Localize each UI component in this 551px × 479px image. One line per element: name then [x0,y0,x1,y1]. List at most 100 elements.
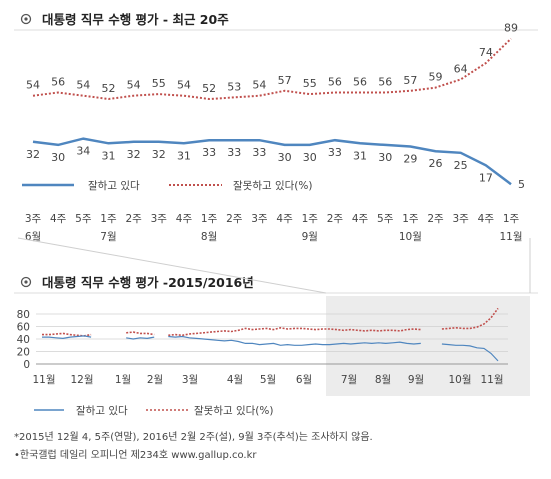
chart2-disapprove-line [168,326,421,337]
chart1-disapprove-data-label: 54 [26,79,40,92]
chart1-x-tick-week: 5주 [75,213,92,225]
chart1-disapprove-data-label: 55 [152,77,166,90]
chart1-approve-data-label: 33 [227,146,241,159]
chart2-y-tick-label: 60 [17,322,30,334]
chart1-approve-data-label: 17 [479,171,493,184]
chart1-disapprove-data-label: 53 [227,80,241,93]
footnote-source: •한국갤럽 데일리 오피니언 제234호 www.gallup.co.kr [14,449,257,461]
chart1-disapprove-data-label: 59 [429,71,443,84]
chart1-bullet-dot [24,17,28,21]
chart1-x-tick-week: 1주 [201,213,218,225]
chart1-disapprove-data-label: 54 [76,79,90,92]
chart1-approve-data-label: 33 [328,146,342,159]
chart1-x-tick-month: 7월 [100,231,116,243]
chart2-approve-line [126,336,155,340]
chart1-approve-data-label: 31 [177,149,191,162]
chart2-title: 대통령 직무 수행 평가 -2015/2016년 [42,275,254,290]
chart1-disapprove-data-label: 74 [479,46,493,59]
chart2-x-tick-month: 6월 [296,374,312,386]
chart2-bullet-icon [20,276,32,288]
chart1-x-tick-week: 1주 [503,213,520,225]
chart1-approve-data-label: 29 [403,152,417,165]
chart2-y-tick-label: 20 [17,347,30,359]
chart1-x-tick-week: 2주 [327,213,344,225]
chart1-x-tick-month: 10월 [399,231,422,243]
chart2-x-tick-month: 8월 [375,374,391,386]
chart2-y-tick-label: 80 [17,309,30,321]
chart1-approve-data-label: 31 [353,149,367,162]
footnote-survey-gaps: *2015년 12월 4, 5주(연말), 2016년 2월 2주(설), 9월… [14,430,373,443]
chart2-x-tick-month: 7월 [341,374,357,386]
chart1-x-tick-week: 3주 [453,213,470,225]
chart1-disapprove-data-label: 57 [278,74,292,87]
chart1-approve-line [32,137,512,186]
chart1-plot: 32 30 34 31 32 32 31 33 33 33 30 30 33 31 30 29 26 251755… [26,22,525,191]
chart1-x-tick-month: 8월 [201,231,217,243]
chart1-approve-data-label: 5 [518,178,525,191]
chart1-approve-data-label: 26 [429,157,443,170]
chart1-disapprove-data-label: 56 [378,75,392,88]
chart1-x-tick-week: 3주 [151,213,168,225]
chart1-disapprove-data-label: 56 [353,75,367,88]
chart1-x-tick-week: 2주 [427,213,444,225]
chart1-disapprove-data-label: 52 [202,82,216,95]
chart1-disapprove-data-label: 54 [127,79,141,92]
chart1-legend-approve-label: 잘하고 있다 [88,179,140,192]
chart1-disapprove-data-label: 64 [454,62,468,75]
chart2-approve-line [168,335,421,346]
chart2-x-tick-month: 12월 [70,374,93,386]
chart1-disapprove-data-label: 56 [328,75,342,88]
chart1-approve-data-label: 33 [202,146,216,159]
chart1-x-tick-week: 1주 [402,213,419,225]
chart1-title: 대통령 직무 수행 평가 - 최근 20주 [42,12,229,27]
chart2-recent-highlight [326,296,530,396]
chart1-x-tick-week: 4주 [176,213,193,225]
chart1-approve-data-label: 31 [101,149,115,162]
chart1-x-tick-week: 4주 [276,213,293,225]
chart2-legend-approve-label: 잘하고 있다 [76,404,128,417]
chart1-approve-data-label: 30 [378,151,392,164]
chart2-y-tick-label: 40 [17,334,30,346]
chart2-bullet-dot [24,280,28,284]
chart1-approve-data-label: 30 [303,151,317,164]
chart2-legend-disapprove-label: 잘못하고 있다(%) [194,404,273,417]
chart1-x-tick-week: 4주 [352,213,369,225]
chart2-disapprove-line [126,331,155,336]
chart1-disapprove-line [32,37,512,101]
chart1-x-tick-week: 1주 [302,213,319,225]
chart2-x-tick-month: 4월 [227,374,243,386]
chart2-disapprove-line [441,307,499,330]
chart1-bullet-icon [20,13,32,25]
chart1-x-tick-week: 2주 [226,213,243,225]
chart1-legend-disapprove-label: 잘못하고 있다(%) [233,179,312,192]
chart1-x-tick-week: 3주 [251,213,268,225]
chart1-disapprove-data-label: 54 [177,79,191,92]
chart1-disapprove-data-label: 54 [252,79,266,92]
chart1-approve-data-label: 34 [76,145,90,158]
chart2-x-tick-month: 1월 [115,374,131,386]
zoom-connector-left [17,237,327,294]
chart1-x-tick-week: 5주 [377,213,394,225]
chart1-x-tick-week: 4주 [50,213,67,225]
chart2-x-tick-month: 10월 [448,374,471,386]
chart1-disapprove-data-label: 52 [101,82,115,95]
chart2-x-tick-month: 3월 [182,374,198,386]
chart1-x-tick-week: 2주 [125,213,142,225]
chart2-x-tick-month: 11월 [32,374,55,386]
chart2-approve-line [42,335,92,340]
chart1-x-tick-month: 9월 [302,231,318,243]
chart1-x-tick-week: 4주 [478,213,495,225]
chart1-disapprove-data-label: 55 [303,77,317,90]
chart1-disapprove-data-label: 57 [403,74,417,87]
chart2-y-tick-label: 0 [23,359,30,371]
chart2-x-tick-month: 11월 [480,374,503,386]
chart2-approve-line [441,343,499,362]
chart1-x-tick-week: 1주 [100,213,117,225]
chart2-x-tick-month: 2월 [147,374,163,386]
chart1-approve-data-label: 25 [454,159,468,172]
chart1-x-tick-week: 3주 [25,213,42,225]
chart1-approve-data-label: 33 [252,146,266,159]
